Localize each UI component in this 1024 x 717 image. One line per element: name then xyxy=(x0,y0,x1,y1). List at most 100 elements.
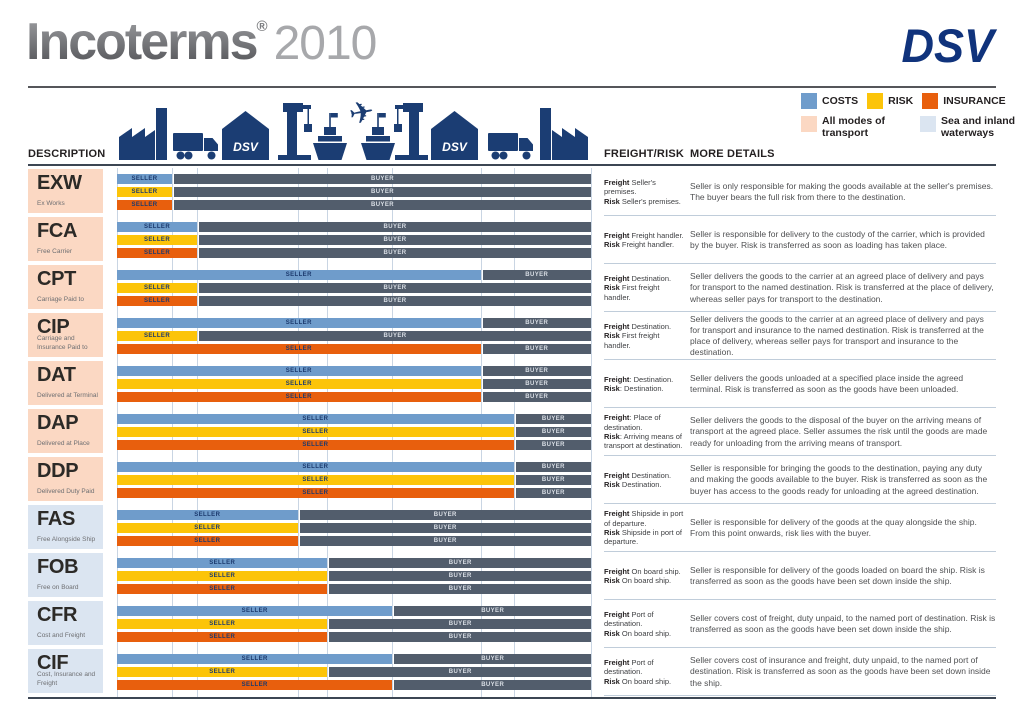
seller-segment: SELLER xyxy=(117,558,328,568)
legend-label: COSTS xyxy=(822,95,859,107)
details-text: Seller covers cost of freight, duty unpa… xyxy=(690,612,996,634)
risk-bar: SELLER BUYER xyxy=(117,475,591,485)
term-code: DAT xyxy=(37,364,76,386)
risk-bar: SELLER BUYER xyxy=(117,379,591,389)
risk-bar: SELLER BUYER xyxy=(117,667,591,677)
term-details: Seller is responsible for delivery of th… xyxy=(690,504,996,552)
freight-risk-line: Freight Destination. xyxy=(604,470,672,480)
buyer-segment: BUYER xyxy=(515,440,591,450)
costs-bar: SELLER BUYER xyxy=(117,558,591,568)
costs-bar: SELLER BUYER xyxy=(117,462,591,472)
buyer-segment: BUYER xyxy=(173,174,591,184)
freight-risk-line: Risk On board ship. xyxy=(604,576,672,585)
legend-series: COSTS RISK INSURANCE xyxy=(801,93,1006,109)
insurance-bar: SELLER BUYER xyxy=(117,200,591,210)
row-separator xyxy=(604,695,996,696)
seller-segment: SELLER xyxy=(117,174,172,184)
term-details: Seller covers cost of freight, duty unpa… xyxy=(690,600,996,648)
risk-bar: SELLER BUYER xyxy=(117,523,591,533)
table-bottom-divider xyxy=(28,697,996,699)
legend-swatch-sea xyxy=(920,116,936,132)
buyer-segment: BUYER xyxy=(199,331,591,341)
freight-risk-line: Freight Port of destination. xyxy=(604,657,654,677)
costs-bar: SELLER BUYER xyxy=(117,366,591,376)
term-freight-risk: Freight Destination. Risk First freight h… xyxy=(604,264,688,312)
ship-icon xyxy=(313,113,347,160)
term-details: Seller delivers the goods to the carrier… xyxy=(690,312,996,360)
legend-swatch-all xyxy=(801,116,817,132)
details-text: Seller delivers the goods to the carrier… xyxy=(690,313,984,358)
freight-risk-line: Risk: Destination. xyxy=(604,384,664,393)
freight-risk-line: Freight Seller's premises. xyxy=(604,177,656,197)
risk-bar: SELLER BUYER xyxy=(117,187,591,197)
term-full-name: Carriage and Insurance Paid to xyxy=(37,335,88,352)
term-freight-risk: Freight Freight handler. Risk Freight han… xyxy=(604,216,688,264)
legend-swatch-insurance xyxy=(922,93,939,109)
term-freight-risk: Freight: Destination. Risk: Destination. xyxy=(604,360,688,408)
seller-segment: SELLER xyxy=(117,379,481,389)
term-full-name: Ex Works xyxy=(37,200,65,208)
details-text: Seller delivers the goods to the carrier… xyxy=(690,271,994,304)
term-freight-risk: Freight On board ship. Risk On board ship… xyxy=(604,552,688,600)
buyer-segment: BUYER xyxy=(482,344,591,354)
risk-bar: SELLER BUYER xyxy=(117,331,591,341)
seller-segment: SELLER xyxy=(117,462,514,472)
seller-segment: SELLER xyxy=(117,344,481,354)
costs-bar: SELLER BUYER xyxy=(117,654,591,664)
header-divider xyxy=(28,86,996,88)
row-separator xyxy=(604,455,996,456)
term-bars: SELLER BUYER SELLER BUYER SELLER BUYER xyxy=(117,168,591,216)
buyer-segment: BUYER xyxy=(199,222,591,232)
seller-segment: SELLER xyxy=(117,632,328,642)
insurance-bar: SELLER BUYER xyxy=(117,584,591,594)
freight-risk-line: Freight: Destination. xyxy=(604,374,674,384)
term-label-cell: EXW Ex Works xyxy=(28,169,103,213)
row-separator xyxy=(604,599,996,600)
term-code: FOB xyxy=(37,556,79,578)
details-text: Seller is responsible for delivery of th… xyxy=(690,564,985,586)
title-year: 2010 xyxy=(273,17,378,70)
freight-risk-line: Risk On board ship. xyxy=(604,676,672,686)
seller-segment: SELLER xyxy=(117,523,298,533)
port-crane-icon xyxy=(394,103,428,160)
term-full-name: Cost and Freight xyxy=(37,632,86,640)
freight-risk-line: Risk Seller's premises. xyxy=(604,196,681,206)
details-text: Seller is responsible for delivery to th… xyxy=(690,228,985,250)
row-separator xyxy=(604,647,996,648)
seller-segment: SELLER xyxy=(117,366,481,376)
costs-bar: SELLER BUYER xyxy=(117,414,591,424)
term-label-cell: DAT Delivered at Terminal xyxy=(28,361,103,405)
legend-swatch-costs xyxy=(801,93,817,109)
buyer-segment: BUYER xyxy=(515,488,591,498)
truck-icon xyxy=(488,133,533,160)
term-bars: SELLER BUYER SELLER BUYER SELLER BUYER xyxy=(117,600,591,648)
term-label-cell: CIF Cost, Insurance and Freight xyxy=(28,649,103,693)
legend-item-all-modes: All modes of transport xyxy=(801,115,902,139)
term-row-exw: EXW Ex Works SELLER BUYER SELLER BUYER SELLER B… xyxy=(0,168,1024,216)
details-text: Seller is responsible for delivery of th… xyxy=(690,516,977,538)
page-title: Incoterms® 2010 xyxy=(26,12,378,72)
insurance-bar: SELLER BUYER xyxy=(117,296,591,306)
legend-transport-modes: All modes of transport Sea and inland wat… xyxy=(801,115,1021,139)
risk-bar: SELLER BUYER xyxy=(117,571,591,581)
term-full-name: Free Carrier xyxy=(37,248,73,256)
freight-risk-line: Risk First freight handler. xyxy=(604,283,660,302)
title-incoterms: Incoterms xyxy=(26,13,259,71)
term-bars: SELLER BUYER SELLER BUYER SELLER BUYER xyxy=(117,312,591,360)
buyer-segment: BUYER xyxy=(173,200,591,210)
seller-segment: SELLER xyxy=(117,248,198,258)
buyer-segment: BUYER xyxy=(394,680,591,690)
freight-risk-line: Risk On board ship. xyxy=(604,628,672,638)
risk-bar: SELLER BUYER xyxy=(117,235,591,245)
factory-icon xyxy=(119,108,167,160)
term-full-name: Cost, Insurance and Freight xyxy=(37,671,96,688)
seller-segment: SELLER xyxy=(117,510,298,520)
legend-item-insurance: INSURANCE xyxy=(922,93,1006,109)
seller-segment: SELLER xyxy=(117,200,172,210)
insurance-bar: SELLER BUYER xyxy=(117,344,591,354)
term-full-name: Delivered at Terminal xyxy=(37,392,98,400)
insurance-bar: SELLER BUYER xyxy=(117,680,591,690)
buyer-segment: BUYER xyxy=(299,523,591,533)
freight-risk-line: Freight On board ship. xyxy=(604,566,681,576)
term-details: Seller is responsible for delivery of th… xyxy=(690,552,996,600)
